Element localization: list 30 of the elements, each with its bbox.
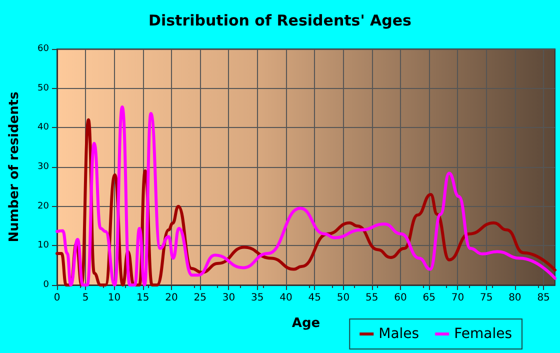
y-tick-label: 20 (38, 201, 50, 212)
y-axis-title: Number of residents (7, 91, 22, 242)
y-tick-label: 0 (43, 280, 50, 290)
x-tick-label: 20 (165, 292, 178, 304)
legend-label: Females (454, 326, 512, 342)
x-tick-label: 75 (480, 292, 493, 304)
legend-label: Males (378, 326, 420, 342)
x-tick-label: 40 (280, 292, 292, 304)
x-tick-label: 0 (54, 292, 60, 304)
x-tick-label: 65 (422, 292, 436, 304)
x-tick-label: 45 (308, 292, 321, 304)
x-tick-label: 10 (108, 292, 121, 304)
x-tick-label: 85 (537, 292, 550, 304)
y-tick-label: 50 (38, 83, 50, 94)
x-tick-label: 25 (194, 292, 206, 304)
x-tick-label: 15 (136, 292, 150, 304)
x-tick-label: 35 (250, 292, 264, 304)
x-tick-label: 55 (365, 292, 378, 304)
x-tick-label: 5 (82, 292, 89, 304)
x-tick-label: 50 (336, 292, 350, 304)
y-tick-label: 10 (38, 240, 50, 251)
y-tick-label: 40 (38, 122, 50, 133)
y-tick-label: 60 (38, 44, 50, 54)
chart-title: Distribution of Residents' Ages (148, 12, 412, 30)
x-tick-label: 30 (222, 292, 236, 304)
y-tick-label: 30 (38, 162, 50, 172)
x-tick-label: 60 (394, 292, 407, 304)
x-axis-title: Age (292, 316, 320, 331)
x-tick-label: 80 (508, 292, 522, 304)
x-tick-label: 70 (451, 292, 464, 304)
